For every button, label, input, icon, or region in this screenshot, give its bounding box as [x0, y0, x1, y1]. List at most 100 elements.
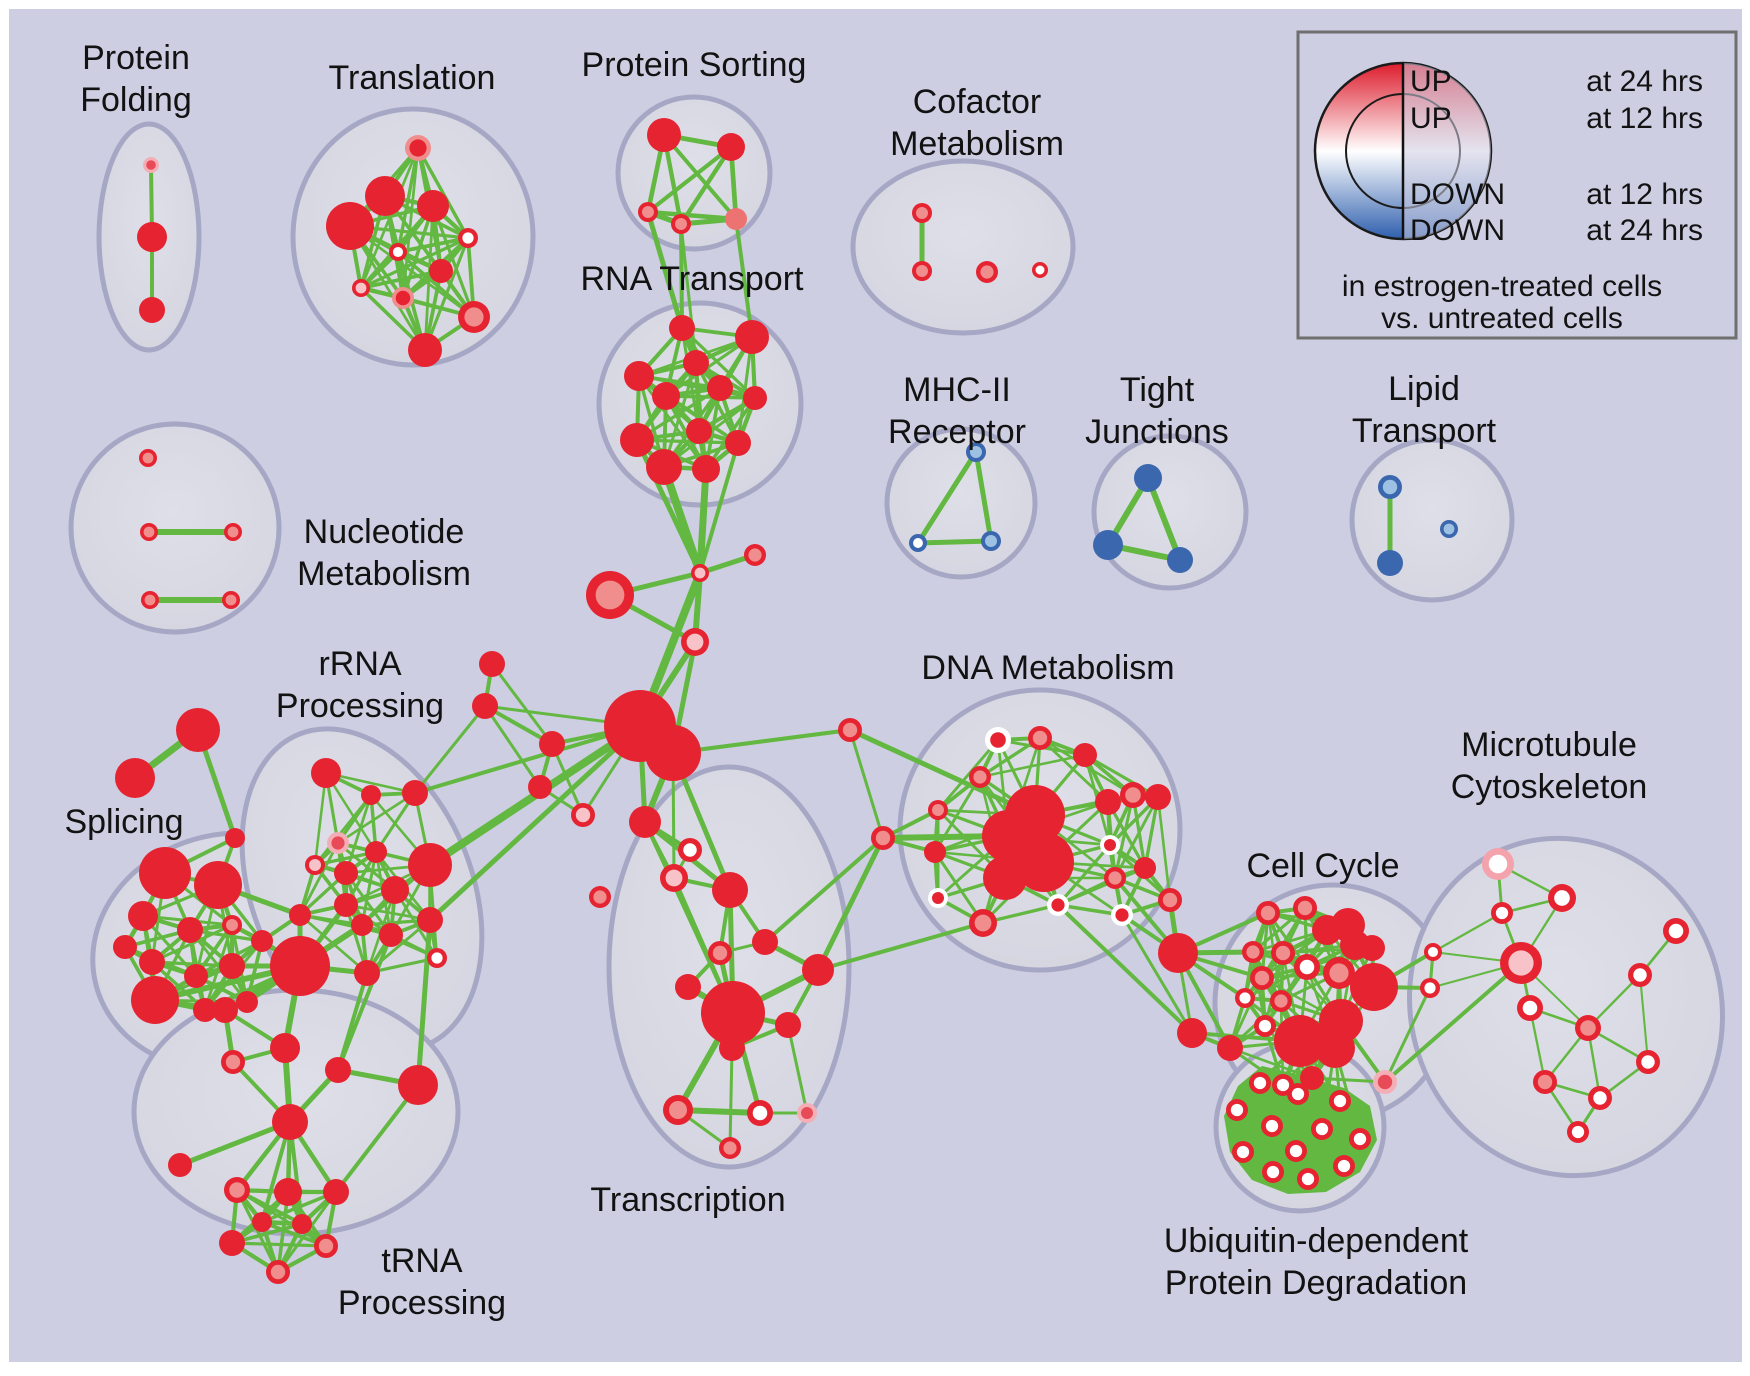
- network-node: [227, 526, 239, 538]
- network-node: [225, 1054, 241, 1070]
- network-edge: [427, 723, 643, 923]
- network-edge: [1120, 913, 1194, 1035]
- network-node: [289, 904, 311, 926]
- network-node: [115, 758, 155, 798]
- network-node: [1300, 1066, 1324, 1090]
- cluster-label-rr: Processing: [276, 687, 444, 725]
- network-node: [717, 133, 745, 161]
- network-node: [402, 780, 428, 806]
- network-node: [168, 1153, 192, 1177]
- network-node: [683, 843, 697, 857]
- network-node: [1593, 1091, 1607, 1105]
- network-node: [1276, 1078, 1290, 1092]
- network-node: [1253, 1076, 1267, 1090]
- network-node: [1508, 950, 1534, 976]
- network-edge: [359, 269, 443, 290]
- network-node: [139, 949, 165, 975]
- network-edge: [1383, 961, 1523, 1084]
- network-node: [251, 930, 273, 952]
- network-node: [142, 452, 154, 464]
- network-node: [1108, 871, 1122, 885]
- network-edge: [1113, 795, 1160, 880]
- network-node: [194, 861, 242, 909]
- network-node: [1073, 743, 1097, 767]
- network-node: [974, 914, 992, 932]
- network-node: [429, 259, 453, 283]
- network-edge: [678, 144, 734, 227]
- cluster-label-tl: Translation: [329, 59, 496, 97]
- network-node: [318, 1238, 334, 1254]
- network-node: [334, 861, 358, 885]
- network-edge: [1383, 986, 1432, 1084]
- legend-footer-line2: vs. untreated cells: [1381, 302, 1623, 335]
- network-node: [686, 418, 712, 444]
- network-node: [701, 981, 765, 1045]
- network-node: [801, 1107, 813, 1119]
- network-node: [361, 785, 381, 805]
- network-node: [1236, 1145, 1250, 1159]
- network-node: [1668, 923, 1684, 939]
- cluster-label-ub: Protein Degradation: [1165, 1264, 1467, 1302]
- network-node: [802, 954, 834, 986]
- network-node: [137, 222, 167, 252]
- cluster-shell-cf: [850, 158, 1076, 336]
- network-node: [1217, 1035, 1243, 1061]
- network-node: [1350, 963, 1398, 1011]
- network-edge: [661, 132, 739, 222]
- network-node: [1014, 832, 1074, 892]
- network-node: [675, 974, 701, 1000]
- cluster-label-ps: Protein Sorting: [582, 46, 807, 84]
- network-edge: [324, 771, 417, 795]
- network-edge: [413, 704, 487, 795]
- network-node: [309, 859, 321, 871]
- network-node: [1239, 992, 1251, 1004]
- network-node: [752, 1105, 768, 1121]
- network-edge: [1638, 973, 1650, 1064]
- network-node: [395, 290, 411, 306]
- network-node: [1266, 1165, 1280, 1179]
- network-edge: [1145, 475, 1183, 563]
- network-node: [629, 806, 661, 838]
- network-edge: [763, 836, 885, 944]
- network-node: [1495, 906, 1509, 920]
- network-node: [354, 960, 380, 986]
- network-node: [1377, 1074, 1393, 1090]
- network-node: [270, 1033, 300, 1063]
- cluster-label-tj: Junctions: [1085, 413, 1229, 451]
- network-node: [143, 526, 155, 538]
- cluster-label-ub: Ubiquitin-dependent: [1164, 1222, 1469, 1260]
- network-edge: [483, 704, 542, 789]
- network-node: [692, 455, 720, 483]
- network-node: [924, 841, 946, 863]
- network-edge: [698, 441, 740, 575]
- network-node: [270, 936, 330, 996]
- network-node: [1275, 945, 1291, 961]
- network-edge: [348, 224, 476, 319]
- network-edge: [1056, 843, 1112, 907]
- cluster-label-cf: Cofactor: [913, 83, 1042, 121]
- network-node: [1125, 787, 1141, 803]
- network-node: [472, 693, 498, 719]
- network-node: [707, 375, 733, 401]
- network-node: [409, 139, 427, 157]
- cluster-label-rt: RNA Transport: [581, 260, 805, 298]
- network-edge: [679, 222, 684, 330]
- network-node: [355, 282, 367, 294]
- network-node: [144, 594, 156, 606]
- network-edge: [915, 538, 994, 546]
- network-edge: [671, 728, 852, 755]
- network-node: [1424, 982, 1436, 994]
- network-node: [1427, 946, 1439, 958]
- network-node: [351, 914, 373, 936]
- network-node: [219, 953, 245, 979]
- network-node: [417, 190, 449, 222]
- network-node: [1134, 857, 1156, 879]
- network-edge: [728, 1046, 734, 1150]
- network-node: [1051, 898, 1065, 912]
- legend-up24-time: at 24 hrs: [1586, 65, 1703, 98]
- network-node: [177, 917, 203, 943]
- legend-footer-line1: in estrogen-treated cells: [1342, 270, 1662, 303]
- network-node: [1443, 523, 1455, 535]
- cluster-label-tc: tRNA: [381, 1242, 463, 1280]
- cluster-label-mhc: MHC-II: [903, 371, 1011, 409]
